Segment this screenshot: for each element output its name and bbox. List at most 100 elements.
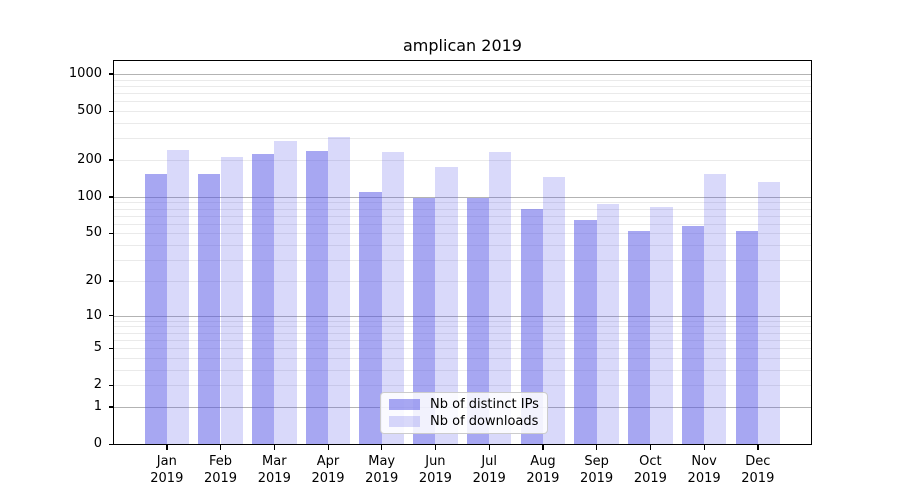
- bar-distinct-ips-oct: [628, 231, 651, 444]
- y-tick-mark: [109, 110, 114, 112]
- gridline-minor: [114, 233, 811, 235]
- y-tick-label: 50: [85, 225, 102, 241]
- bar-distinct-ips-jul: [466, 197, 490, 444]
- y-tick-mark: [109, 406, 114, 408]
- x-tick-year: 2019: [741, 471, 775, 486]
- gridline-minor: [114, 332, 811, 334]
- y-tick-mark: [109, 280, 114, 282]
- y-tick-mark: [109, 196, 114, 198]
- gridline-minor: [114, 202, 811, 204]
- chart-title: amplican 2019: [403, 36, 522, 55]
- y-tick-label: 500: [77, 103, 102, 118]
- bar-downloads-sep: [596, 203, 619, 444]
- gridline-minor: [114, 79, 811, 81]
- gridline-minor: [114, 215, 811, 217]
- bar-distinct-ips-jun: [413, 197, 436, 444]
- gridline-major: [114, 196, 811, 198]
- x-tick-year: 2019: [580, 471, 614, 486]
- legend-swatch-downloads: [389, 416, 420, 427]
- bar-downloads-apr: [328, 137, 351, 444]
- x-tick-mark: [166, 445, 168, 450]
- bar-downloads-jul: [489, 152, 512, 444]
- x-tick-year: 2019: [633, 471, 667, 486]
- x-tick-mark: [327, 445, 329, 450]
- gridline-minor: [114, 208, 811, 210]
- x-tick-label-aug: Aug 2019: [516, 453, 570, 487]
- x-tick-month: Sep: [584, 454, 609, 469]
- x-tick-month: Apr: [316, 454, 340, 469]
- bar-distinct-ips-dec: [735, 231, 758, 444]
- gridline-minor: [114, 138, 811, 140]
- gridline-minor: [114, 122, 811, 124]
- y-tick-mark: [109, 232, 114, 235]
- x-tick-year: 2019: [257, 471, 291, 486]
- bar-downloads-may: [381, 152, 404, 444]
- bar-distinct-ips-aug: [520, 208, 543, 444]
- x-tick-month: Oct: [639, 454, 662, 469]
- gridline-minor: [114, 260, 811, 261]
- gridline-minor: [114, 339, 811, 341]
- bar-distinct-ips-jan: [144, 174, 167, 444]
- y-tick-mark: [109, 159, 114, 161]
- gridline-minor: [114, 245, 811, 247]
- bar-downloads-nov: [704, 173, 727, 444]
- x-tick-mark: [757, 445, 759, 450]
- x-tick-year: 2019: [418, 471, 452, 486]
- y-tick-mark: [109, 315, 114, 317]
- x-tick-label-may: May 2019: [355, 453, 409, 487]
- y-tick-mark: [109, 73, 114, 75]
- gridline-minor: [114, 111, 811, 112]
- y-tick-label: 200: [77, 151, 102, 167]
- axes-frame: [113, 60, 812, 445]
- x-tick-year: 2019: [365, 471, 399, 486]
- gridline-major: [114, 73, 811, 75]
- gridline-minor: [114, 280, 811, 282]
- gridline-minor: [114, 85, 811, 87]
- bar-distinct-ips-feb: [198, 174, 221, 444]
- legend-row-distinct-ips: Nb of distinct IPs: [389, 397, 539, 412]
- x-tick-month: Feb: [208, 454, 233, 469]
- x-tick-mark: [703, 445, 705, 450]
- x-tick-label-apr: Apr 2019: [301, 453, 355, 487]
- bar-downloads-feb: [220, 156, 243, 444]
- y-tick-label: 5: [93, 340, 102, 355]
- gridline-minor: [114, 326, 811, 328]
- legend-swatch-distinct-ips: [389, 399, 420, 410]
- y-tick-label: 20: [85, 272, 102, 288]
- y-tick-label: 1000: [68, 65, 102, 81]
- y-tick-mark: [109, 347, 114, 349]
- x-tick-month: Jun: [425, 454, 446, 469]
- x-tick-label-sep: Sep 2019: [570, 453, 624, 487]
- bar-distinct-ips-sep: [574, 219, 597, 444]
- x-tick-label-nov: Nov 2019: [677, 453, 731, 487]
- gridline-minor: [114, 93, 811, 94]
- x-tick-year: 2019: [311, 471, 345, 486]
- bar-distinct-ips-mar: [252, 154, 275, 444]
- y-tick-label: 10: [85, 307, 102, 323]
- gridline-major: [114, 315, 811, 317]
- y-tick-label: 100: [77, 188, 102, 204]
- x-tick-year: 2019: [687, 471, 721, 486]
- legend: Nb of distinct IPs Nb of downloads: [380, 392, 548, 434]
- x-tick-month: Dec: [745, 454, 771, 469]
- x-tick-mark: [649, 445, 652, 450]
- legend-label-distinct-ips: Nb of distinct IPs: [430, 397, 539, 412]
- x-tick-label-oct: Oct 2019: [623, 453, 677, 487]
- y-tick-label: 0: [93, 436, 102, 451]
- gridline-minor: [114, 369, 811, 371]
- x-tick-mark: [273, 445, 276, 450]
- bar-distinct-ips-may: [359, 191, 382, 444]
- bar-downloads-mar: [274, 140, 297, 444]
- x-tick-mark: [542, 445, 544, 450]
- bar-downloads-jan: [166, 150, 190, 444]
- x-tick-year: 2019: [150, 471, 184, 486]
- x-tick-label-jan: Jan 2019: [140, 453, 194, 487]
- y-tick-mark: [109, 443, 114, 445]
- x-tick-label-jul: Jul 2019: [462, 453, 516, 487]
- gridline-minor: [114, 385, 811, 387]
- bar-downloads-jun: [435, 166, 458, 444]
- x-tick-year: 2019: [526, 471, 560, 486]
- gridline-minor: [114, 357, 811, 359]
- x-tick-label-dec: Dec 2019: [731, 453, 785, 487]
